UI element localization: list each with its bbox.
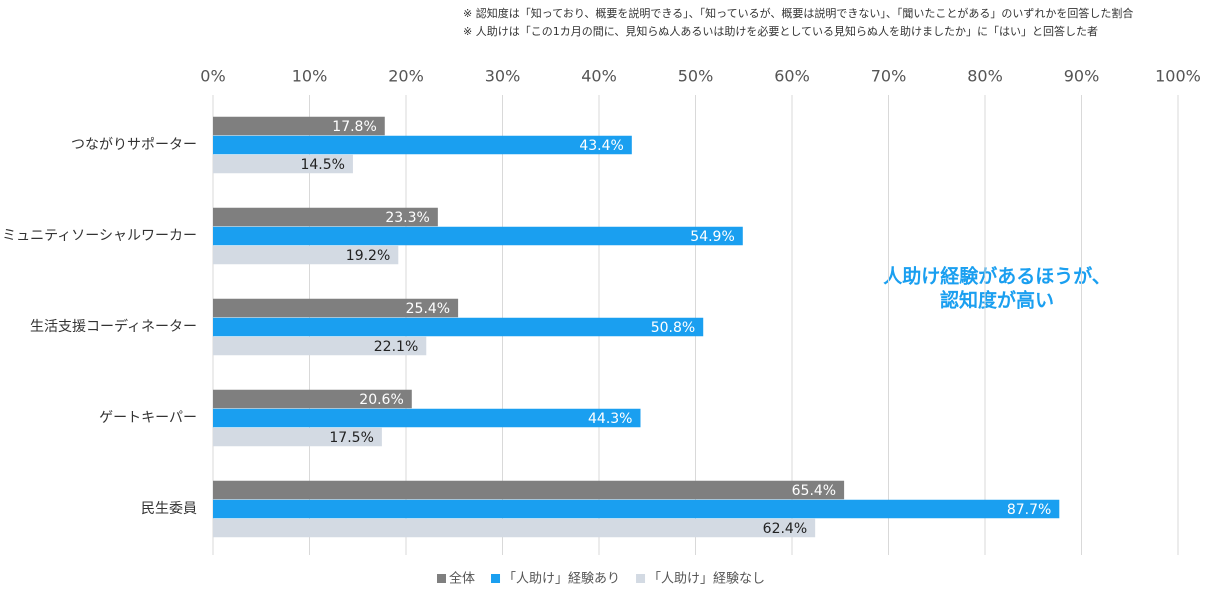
value-label: 87.7% [1007, 502, 1051, 518]
x-tick-label: 70% [871, 67, 907, 86]
annotation: 人助け経験があるほうが、 [883, 265, 1111, 288]
x-tick-label: 30% [485, 67, 521, 86]
legend-label: 全体 [449, 571, 475, 587]
bar [213, 389, 412, 409]
note: ※ 人助けは「この1カ月の間に、見知らぬ人あるいは助けを必要としている見知らぬ人… [463, 24, 1098, 38]
bar [213, 207, 438, 227]
bar [213, 298, 459, 318]
y-tick-label: ゲートキーパー [99, 410, 197, 426]
value-label: 19.2% [346, 248, 390, 264]
x-tick-label: 20% [388, 67, 424, 86]
value-label: 17.5% [329, 430, 373, 446]
value-label: 44.3% [588, 411, 632, 427]
value-label: 14.5% [300, 157, 344, 173]
x-tick-label: 100% [1155, 67, 1201, 86]
x-tick-label: 80% [967, 67, 1003, 86]
legend-label: 「人助け」経験あり [503, 572, 620, 587]
value-label: 22.1% [374, 339, 418, 355]
legend-swatch [491, 574, 501, 583]
x-tick-label: 50% [678, 67, 714, 86]
value-label: 17.8% [332, 119, 376, 135]
y-tick-label: つながりサポーター [71, 137, 197, 153]
value-label: 43.4% [579, 138, 623, 154]
y-tick-label: コミュニティソーシャルワーカー [0, 228, 197, 244]
value-label: 62.4% [763, 521, 807, 537]
legend-swatch [636, 574, 646, 583]
x-tick-label: 0% [200, 67, 225, 86]
bar [213, 499, 1060, 519]
x-tick-label: 60% [774, 67, 810, 86]
bar [213, 480, 845, 500]
bar [213, 135, 632, 155]
y-tick-label: 民生委員 [141, 501, 197, 517]
bar [213, 427, 382, 447]
bar [213, 518, 816, 538]
value-label: 23.3% [385, 210, 429, 226]
y-tick-label: 生活支援コーディネーター [30, 318, 197, 335]
bar [213, 154, 353, 174]
bar [213, 408, 641, 428]
value-label: 25.4% [406, 301, 450, 317]
legend-swatch [437, 574, 446, 583]
x-tick-label: 10% [292, 67, 328, 86]
bar [213, 336, 427, 356]
value-label: 54.9% [690, 229, 734, 245]
value-label: 65.4% [792, 483, 836, 499]
bar [213, 245, 399, 265]
annotation: 認知度が高い [940, 289, 1054, 312]
value-label: 50.8% [651, 320, 695, 336]
x-tick-label: 40% [581, 67, 617, 86]
x-tick-label: 90% [1064, 67, 1100, 86]
note: ※ 認知度は「知っており、概要を説明できる」、「知っているが、概要は説明できない… [463, 6, 1133, 20]
legend-label: 「人助け」経験なし [648, 572, 765, 587]
value-label: 20.6% [359, 392, 403, 408]
bar [213, 116, 385, 136]
bar [213, 317, 704, 337]
bar [213, 226, 743, 246]
